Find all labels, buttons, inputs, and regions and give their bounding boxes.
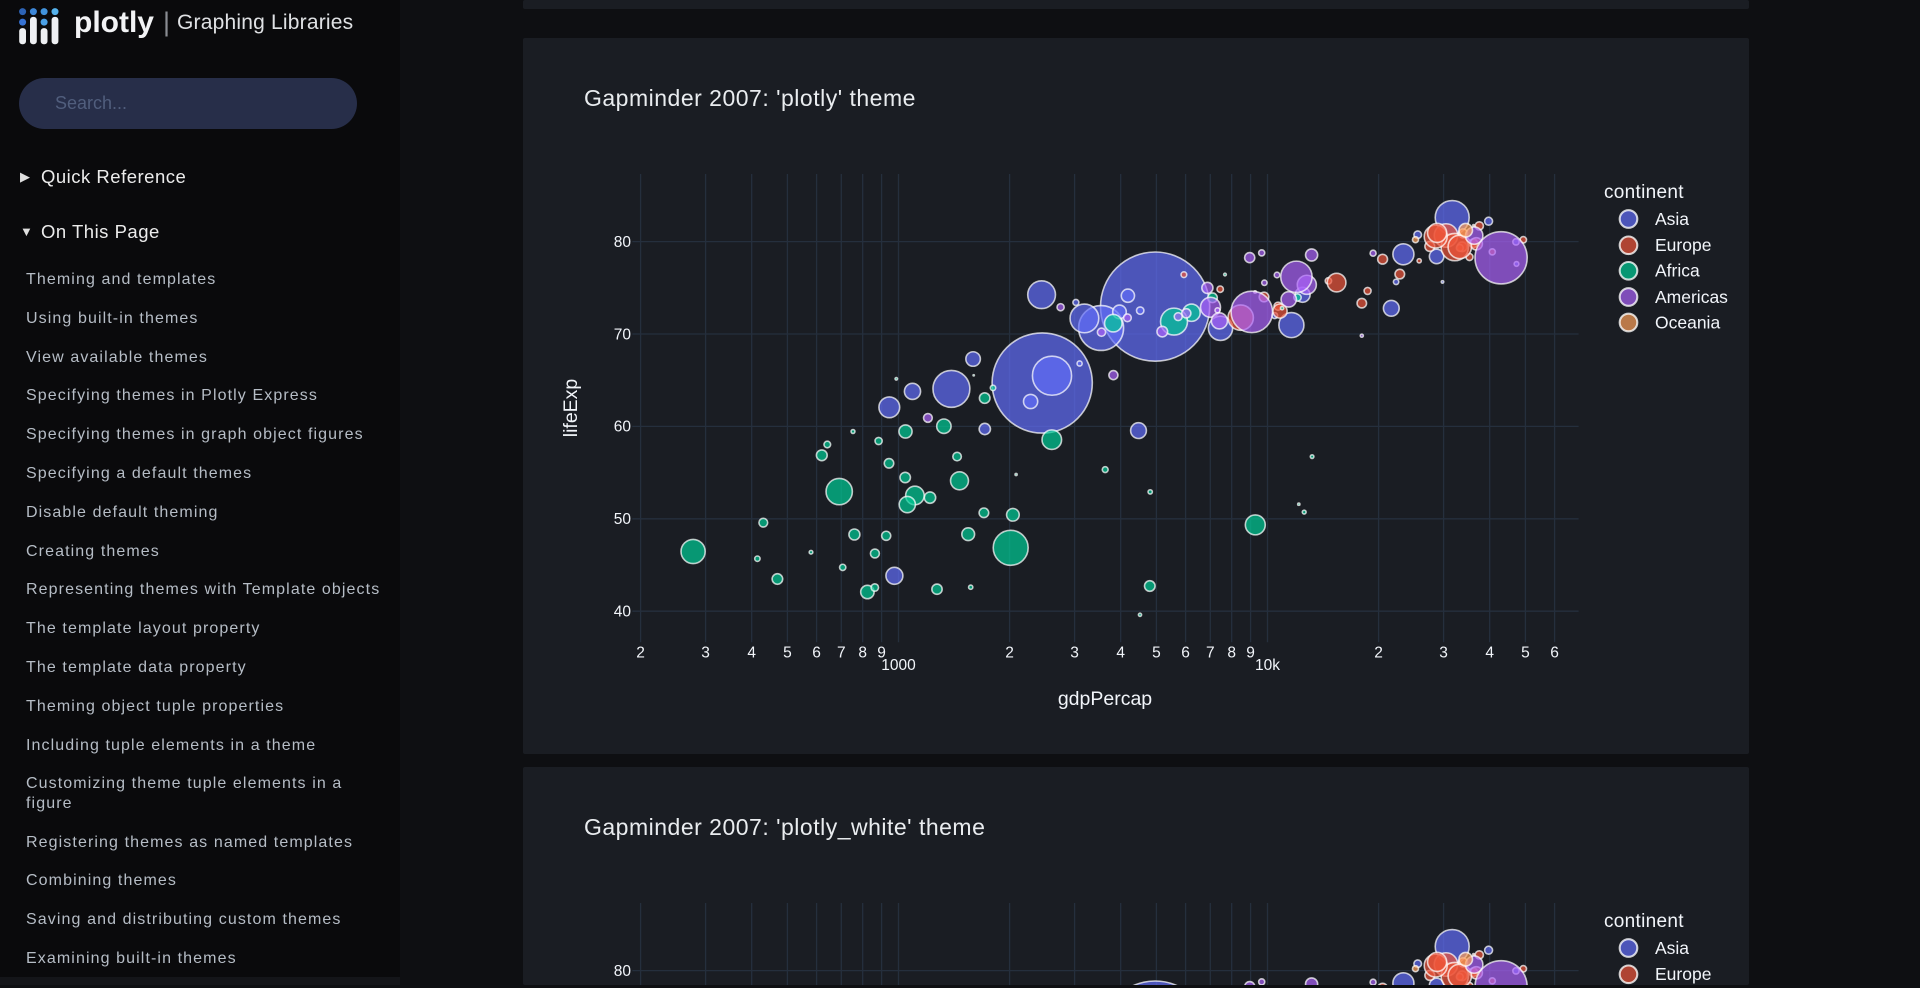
svg-text:8: 8 <box>858 645 867 662</box>
svg-text:lifeExp: lifeExp <box>560 379 582 438</box>
svg-text:6: 6 <box>1181 645 1190 662</box>
svg-text:80: 80 <box>614 963 632 980</box>
svg-text:Gapminder 2007: 'plotly_white': Gapminder 2007: 'plotly_white' theme <box>584 814 985 840</box>
svg-text:6: 6 <box>1550 645 1559 662</box>
svg-text:6: 6 <box>812 645 821 662</box>
svg-text:4: 4 <box>1485 645 1494 662</box>
svg-text:5: 5 <box>1152 645 1161 662</box>
svg-text:60: 60 <box>614 419 632 436</box>
svg-text:Oceania: Oceania <box>1655 312 1720 332</box>
svg-text:5: 5 <box>1521 645 1530 662</box>
svg-text:continent: continent <box>1604 182 1684 203</box>
svg-text:Asia: Asia <box>1655 938 1689 958</box>
svg-text:1000: 1000 <box>881 657 916 674</box>
svg-text:9: 9 <box>877 645 886 662</box>
svg-text:70: 70 <box>614 326 632 343</box>
svg-text:10k: 10k <box>1255 657 1280 674</box>
svg-text:7: 7 <box>1206 645 1215 662</box>
svg-text:80: 80 <box>614 234 632 251</box>
svg-text:3: 3 <box>1070 645 1079 662</box>
svg-text:3: 3 <box>1439 645 1448 662</box>
svg-text:3: 3 <box>701 645 710 662</box>
svg-text:4: 4 <box>1116 645 1125 662</box>
svg-text:Gapminder 2007: 'plotly' theme: Gapminder 2007: 'plotly' theme <box>584 85 916 111</box>
svg-text:9: 9 <box>1246 645 1255 662</box>
svg-text:Americas: Americas <box>1655 287 1728 307</box>
svg-text:8: 8 <box>1227 645 1236 662</box>
svg-text:Africa: Africa <box>1655 261 1700 281</box>
svg-text:gdpPercap: gdpPercap <box>1058 688 1152 710</box>
svg-text:4: 4 <box>747 645 756 662</box>
svg-text:5: 5 <box>783 645 792 662</box>
svg-text:2: 2 <box>636 645 645 662</box>
svg-text:2: 2 <box>1005 645 1014 662</box>
svg-text:Europe: Europe <box>1655 964 1711 984</box>
svg-text:Asia: Asia <box>1655 209 1689 229</box>
svg-text:2: 2 <box>1374 645 1383 662</box>
svg-text:continent: continent <box>1604 911 1684 932</box>
svg-text:50: 50 <box>614 511 632 528</box>
svg-text:7: 7 <box>837 645 846 662</box>
svg-text:40: 40 <box>614 604 632 621</box>
svg-text:Europe: Europe <box>1655 235 1711 255</box>
